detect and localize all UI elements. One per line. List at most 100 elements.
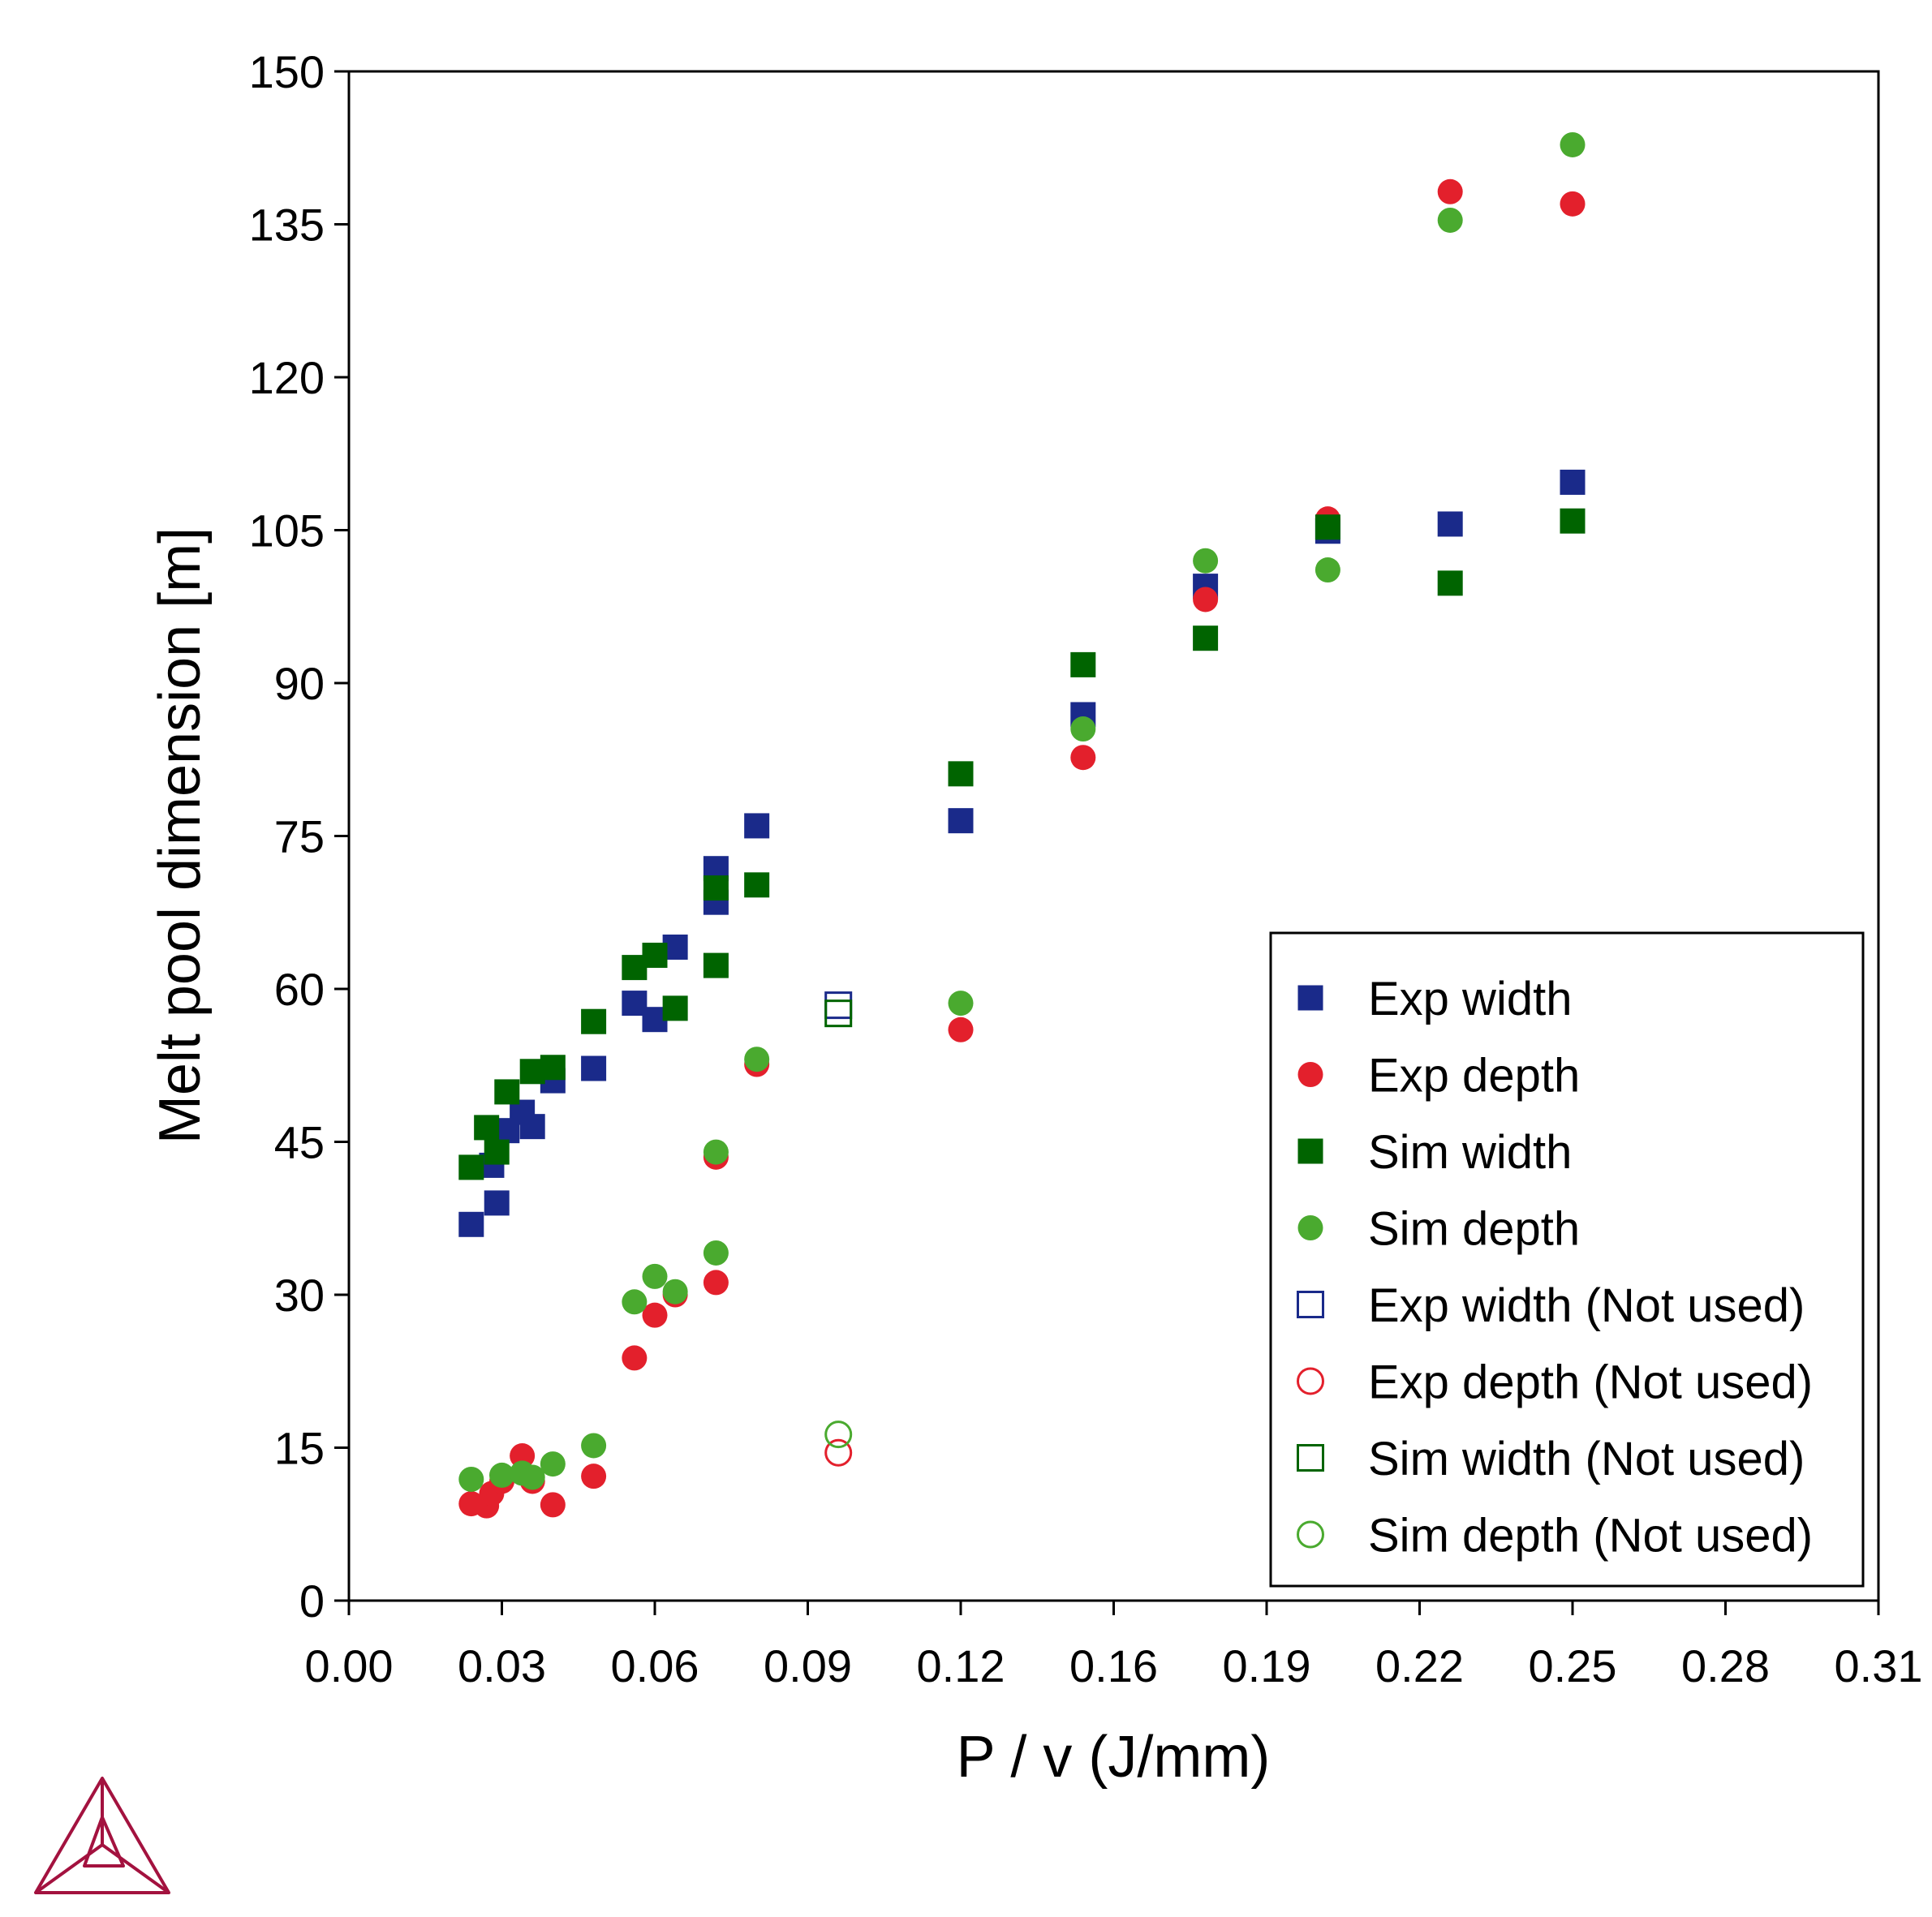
y-tick-label: 45	[274, 1117, 325, 1168]
y-tick-label: 90	[274, 658, 325, 709]
data-point	[744, 872, 770, 898]
x-tick-label: 0.09	[764, 1640, 852, 1691]
data-point	[824, 1421, 853, 1449]
legend-label: Exp width	[1368, 973, 1572, 1025]
thermo-calc-triangle-logo-icon	[34, 1777, 170, 1894]
legend-marker	[1297, 1215, 1323, 1240]
y-tick-label: 0	[299, 1575, 325, 1627]
data-point	[474, 1115, 500, 1141]
data-point	[540, 1492, 566, 1518]
data-point	[1437, 570, 1463, 596]
legend-label: Exp depth	[1368, 1050, 1580, 1102]
data-point	[581, 1055, 607, 1081]
y-tick-label: 60	[274, 964, 325, 1015]
data-point	[744, 1047, 770, 1072]
x-axis-title: P / v (J/mm)	[957, 1725, 1271, 1790]
legend-marker	[1297, 1291, 1324, 1318]
data-point	[1437, 207, 1463, 233]
data-point	[540, 1055, 566, 1081]
data-point	[1560, 508, 1586, 534]
y-tick-label: 105	[249, 505, 325, 557]
data-point	[458, 1466, 484, 1492]
data-point	[489, 1462, 514, 1488]
data-point	[703, 1139, 729, 1165]
x-tick-label: 0.28	[1681, 1640, 1770, 1691]
data-point	[484, 1190, 510, 1216]
data-point	[1437, 511, 1463, 537]
data-point	[662, 1279, 688, 1305]
series	[458, 508, 1586, 1180]
data-point	[1315, 514, 1340, 540]
legend: Exp width Exp depth Sim width Sim depth Exp …	[1269, 931, 1865, 1588]
data-point	[519, 1464, 545, 1490]
data-point	[1437, 178, 1463, 204]
x-tick-label: 0.19	[1223, 1640, 1311, 1691]
data-point	[510, 1443, 536, 1469]
legend-marker	[1297, 1138, 1323, 1164]
data-point	[458, 1211, 484, 1237]
x-tick-label: 0.25	[1529, 1640, 1617, 1691]
x-tick-label: 0.00	[305, 1640, 394, 1691]
y-tick-label: 75	[274, 811, 325, 862]
data-point	[662, 995, 688, 1021]
legend-marker	[1297, 1367, 1324, 1395]
legend-label: Sim depth	[1368, 1203, 1580, 1256]
data-point	[948, 1017, 974, 1042]
data-point	[1070, 745, 1096, 771]
series	[824, 1438, 853, 1467]
legend-label: Exp width (Not used)	[1368, 1279, 1805, 1332]
data-point	[1193, 548, 1219, 574]
data-point	[622, 1345, 648, 1371]
y-tick-label: 120	[249, 352, 325, 403]
legend-label: Sim depth (Not used)	[1368, 1510, 1813, 1562]
data-point	[703, 1270, 729, 1296]
data-point	[703, 952, 729, 978]
data-point	[581, 1464, 607, 1489]
data-point	[540, 1451, 566, 1477]
x-axis: 0.00 0.03 0.06 0.09 0.12 0.16 0.19 0.22 0.25 0.28…	[305, 1601, 1923, 1691]
data-point	[581, 1433, 607, 1459]
legend-label: Sim width (Not used)	[1368, 1433, 1805, 1485]
x-tick-label: 0.03	[458, 1640, 546, 1691]
x-tick-label: 0.16	[1069, 1640, 1158, 1691]
data-point	[484, 1139, 510, 1165]
x-tick-label: 0.22	[1375, 1640, 1464, 1691]
data-point	[948, 808, 974, 834]
x-tick-label: 0.12	[917, 1640, 1005, 1691]
data-points	[458, 131, 1586, 1519]
data-point	[1560, 191, 1586, 217]
data-point	[824, 999, 853, 1028]
legend-marker	[1297, 1520, 1324, 1549]
data-point	[622, 1289, 648, 1315]
data-point	[1193, 587, 1219, 612]
x-tick-label: 0.06	[611, 1640, 699, 1691]
data-point	[642, 1302, 668, 1328]
series	[824, 1421, 853, 1449]
legend-label: Exp depth (Not used)	[1368, 1356, 1813, 1409]
y-tick-label: 150	[249, 46, 325, 97]
data-point	[642, 943, 668, 969]
x-tick-label: 0.31	[1835, 1640, 1923, 1691]
y-axis: 0 15 30 45 60 75 90 105 120 135 150	[249, 46, 349, 1627]
legend-label: Sim width	[1368, 1126, 1572, 1179]
legend-box	[1269, 931, 1865, 1588]
data-point	[519, 1114, 545, 1140]
y-axis-title: Melt pool dimension [m]	[148, 527, 213, 1144]
data-point	[1070, 716, 1096, 742]
series	[824, 999, 853, 1028]
y-tick-label: 135	[249, 200, 325, 251]
legend-marker	[1297, 985, 1323, 1011]
legend-marker	[1297, 1062, 1323, 1087]
y-tick-label: 15	[274, 1423, 325, 1474]
data-point	[744, 813, 770, 839]
data-point	[703, 875, 729, 901]
data-point	[1315, 557, 1340, 583]
data-point	[1193, 625, 1219, 651]
data-point	[824, 1438, 853, 1467]
data-point	[494, 1079, 520, 1105]
data-point	[458, 1154, 484, 1180]
data-point	[1070, 651, 1096, 677]
series	[458, 131, 1586, 1492]
data-point	[948, 991, 974, 1017]
